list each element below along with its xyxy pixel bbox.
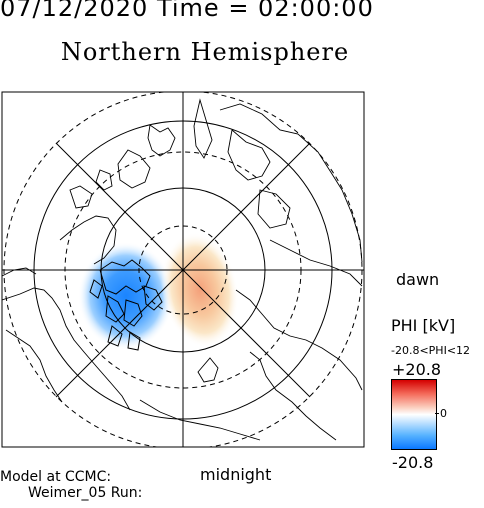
colorbar-zero-label: 0: [440, 407, 447, 420]
colorbar-zero-tick: [435, 413, 439, 414]
polar-map: [1, 91, 365, 448]
negative-potential-cell: [78, 242, 174, 350]
model-line-2: Weimer_05 Run:: [28, 485, 143, 501]
model-line-1: Model at CCMC:: [0, 469, 112, 485]
midnight-label: midnight: [200, 465, 272, 484]
colorbar-title: PHI [kV]: [391, 316, 456, 335]
date-time-header: 07/12/2020 Time = 02:00:00: [0, 0, 374, 22]
colorbar: [391, 379, 437, 450]
colorbar-range-text: -20.8<PHI<12: [391, 344, 471, 357]
colorbar-min-label: -20.8: [392, 453, 434, 472]
colorbar-max-label: +20.8: [392, 360, 442, 379]
coastlines: [2, 98, 363, 441]
positive-potential-cell: [161, 232, 239, 348]
page-title: Northern Hemisphere: [60, 38, 350, 66]
arctic-archipelago: [89, 259, 163, 351]
meridian-line: [55, 142, 311, 398]
dawn-label: dawn: [396, 270, 440, 289]
